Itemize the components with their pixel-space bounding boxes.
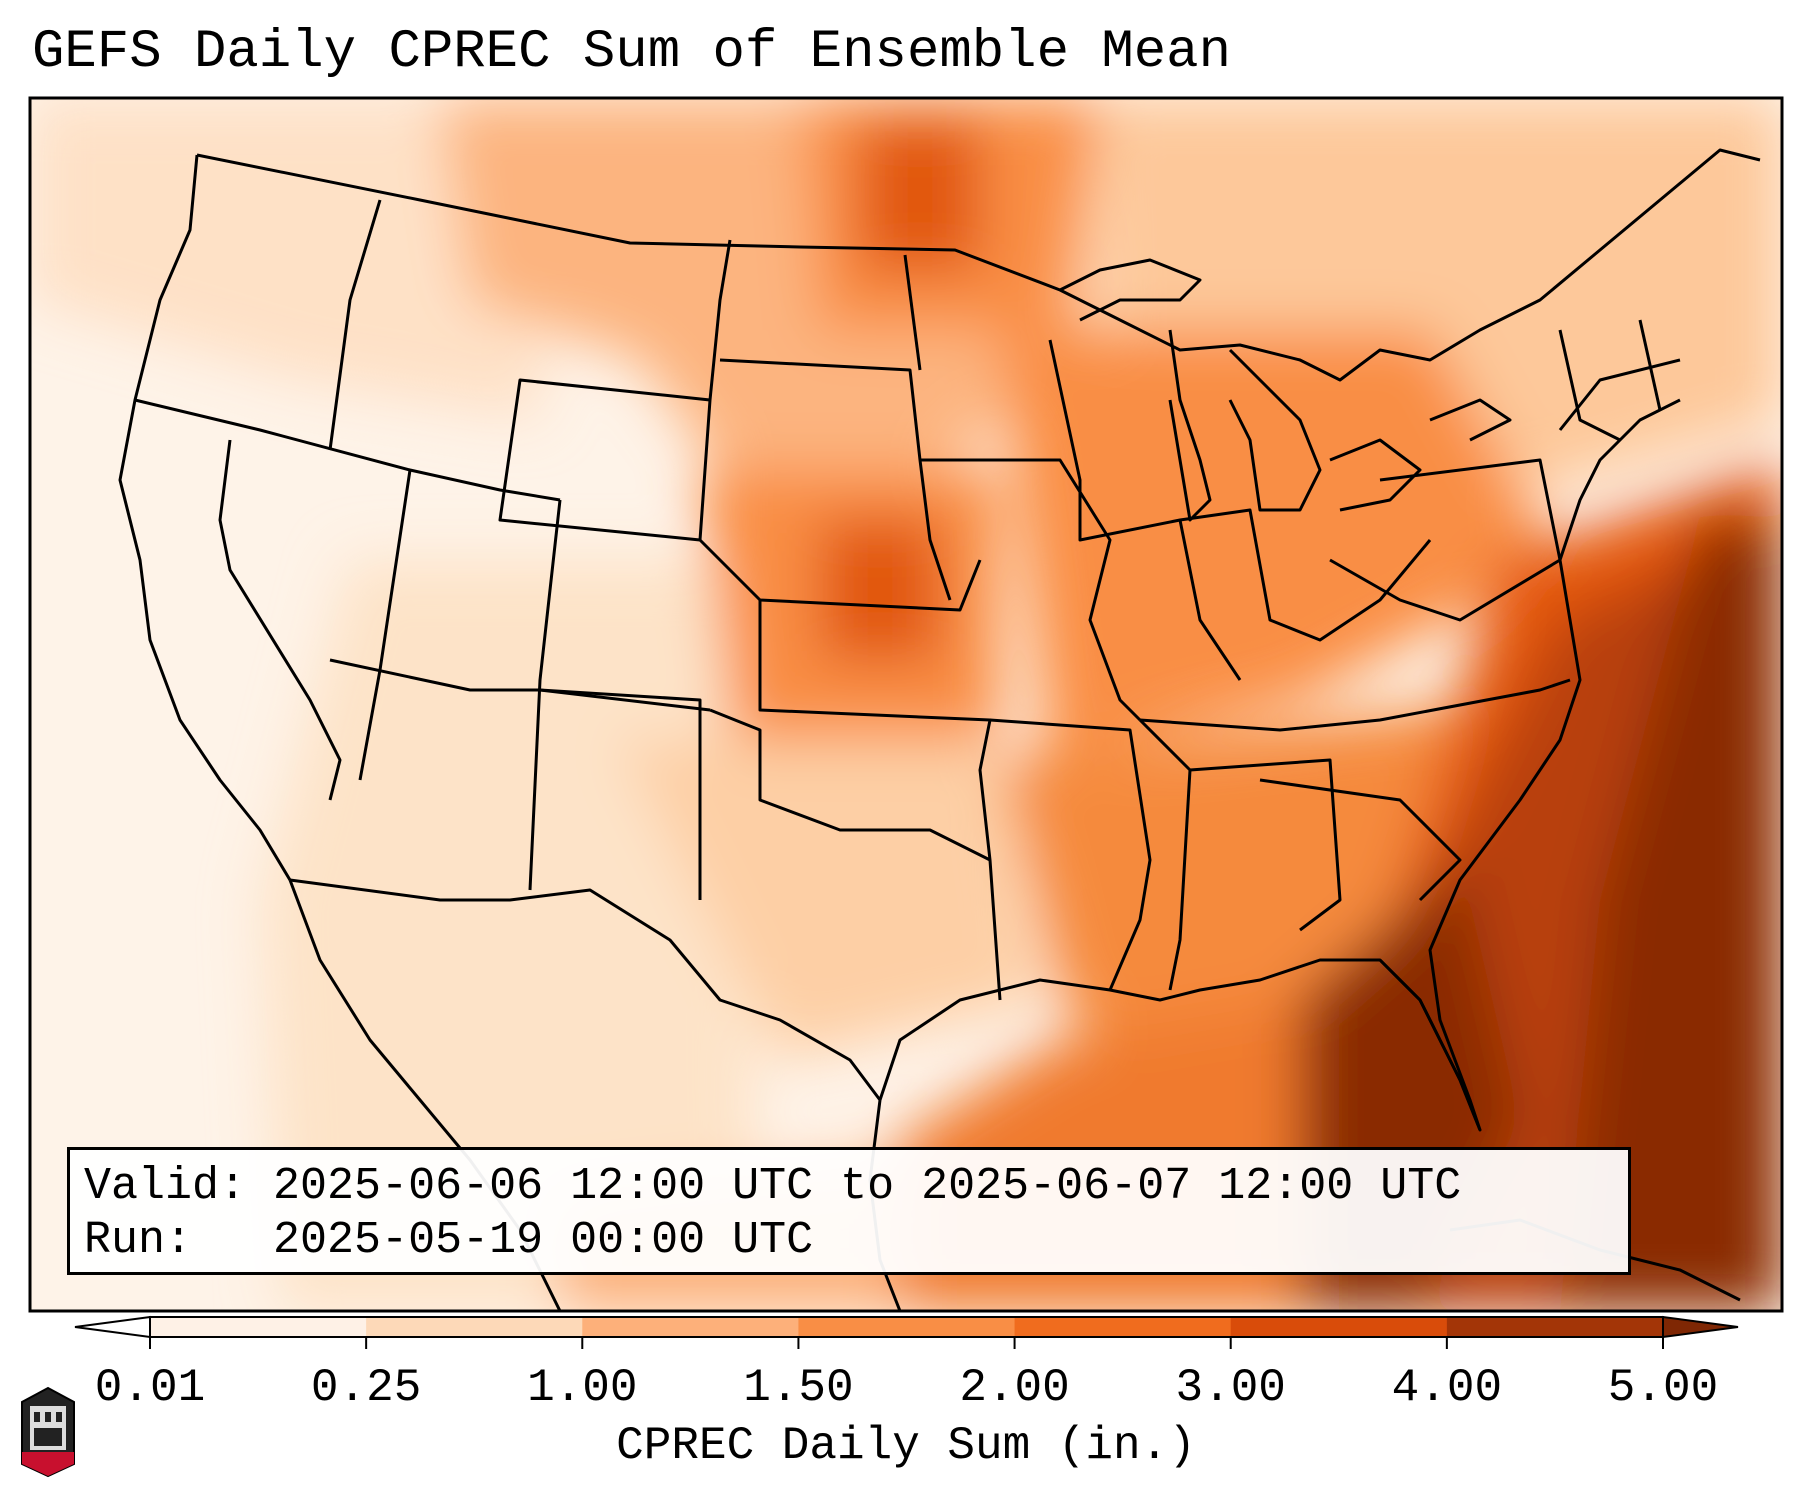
boundaries [118,148,1761,1311]
valid-label: Valid: [84,1161,247,1212]
colorbar-tick-label: 0.25 [310,1362,422,1414]
colorbar-segment [798,1317,1016,1337]
colorbar-tick-label: 3.00 [1175,1362,1286,1414]
valid-line: Valid: 2025-06-06 12:00 UTC to 2025-06-0… [84,1160,1628,1214]
colorbar-segment [1230,1317,1448,1337]
colorbar-tick-label: 0.01 [94,1362,206,1414]
colorbar-segment [1446,1317,1664,1337]
valid-value: 2025-06-06 12:00 UTC to 2025-06-07 12:00… [273,1161,1462,1212]
niu-logo: NIU [20,1386,76,1495]
colorbar-tick-label: 1.00 [527,1362,638,1414]
colorbar-over-arrow [1662,1315,1739,1339]
colorbar-border [149,1316,1664,1338]
map-frame [28,96,1784,1313]
colorbar-under-arrow [74,1315,151,1339]
run-label: Run: [84,1215,193,1266]
colorbar-tick-label: 2.00 [959,1362,1070,1414]
colorbar [74,1315,1739,1349]
colorbar-segment [150,1317,367,1337]
run-line: Run: 2025-05-19 00:00 UTC [84,1214,1628,1268]
colorbar-tick-label: 1.50 [743,1362,854,1414]
colorbar-segment [582,1317,799,1337]
colorbar-tick-label: 4.00 [1391,1362,1503,1414]
logo-text: NIU [26,1476,56,1495]
niu-logo-icon [21,1386,75,1478]
colorbar-segment [366,1317,583,1337]
info-box: Valid: 2025-06-06 12:00 UTC to 2025-06-0… [67,1147,1631,1275]
run-value: 2025-05-19 00:00 UTC [273,1215,814,1266]
map-title: GEFS Daily CPREC Sum of Ensemble Mean [32,22,1231,83]
colorbar-label: CPREC Daily Sum (in.) [616,1420,1196,1472]
colorbar-tick-label: 5.00 [1607,1362,1719,1414]
precip-field [30,98,1782,1311]
colorbar-segment [1014,1317,1232,1337]
